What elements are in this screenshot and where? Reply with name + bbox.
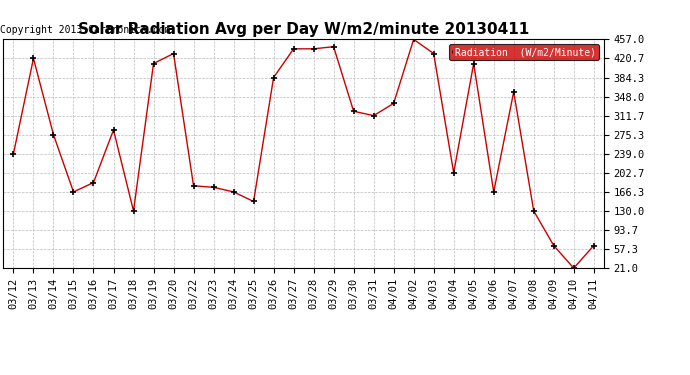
Title: Solar Radiation Avg per Day W/m2/minute 20130411: Solar Radiation Avg per Day W/m2/minute … bbox=[78, 22, 529, 37]
Legend: Radiation  (W/m2/Minute): Radiation (W/m2/Minute) bbox=[449, 44, 599, 60]
Text: Copyright 2013 Cartronics.com: Copyright 2013 Cartronics.com bbox=[1, 25, 171, 35]
